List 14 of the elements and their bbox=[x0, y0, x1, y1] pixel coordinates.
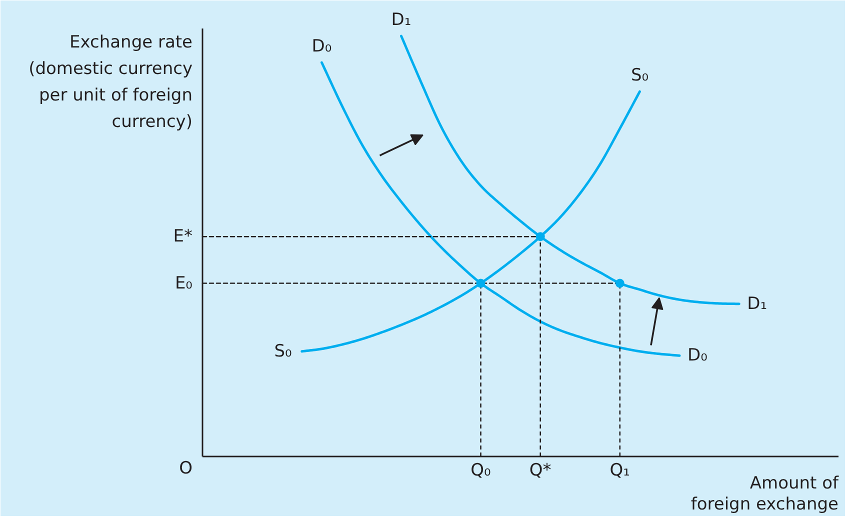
y-axis-title: Exchange rate (domestic currency per unit of foreign currency) bbox=[28, 32, 193, 132]
text: D₁ bbox=[391, 10, 412, 30]
x-tick-label: Q₀ bbox=[470, 460, 492, 480]
series-label: E₀ bbox=[174, 273, 193, 294]
text: D₀ bbox=[312, 36, 332, 57]
x-tick-label: Q* bbox=[529, 460, 552, 480]
text: S₀ bbox=[630, 66, 649, 86]
x-tick-label: Q₁ bbox=[610, 460, 630, 480]
x-axis-title: Amount of foreign exchange bbox=[690, 474, 840, 514]
series-label: D₁ bbox=[747, 294, 768, 314]
text: O bbox=[179, 458, 193, 478]
series-label: E* bbox=[173, 226, 193, 247]
series-label: D₀ bbox=[688, 346, 708, 366]
series-label: S₀ bbox=[274, 341, 292, 362]
